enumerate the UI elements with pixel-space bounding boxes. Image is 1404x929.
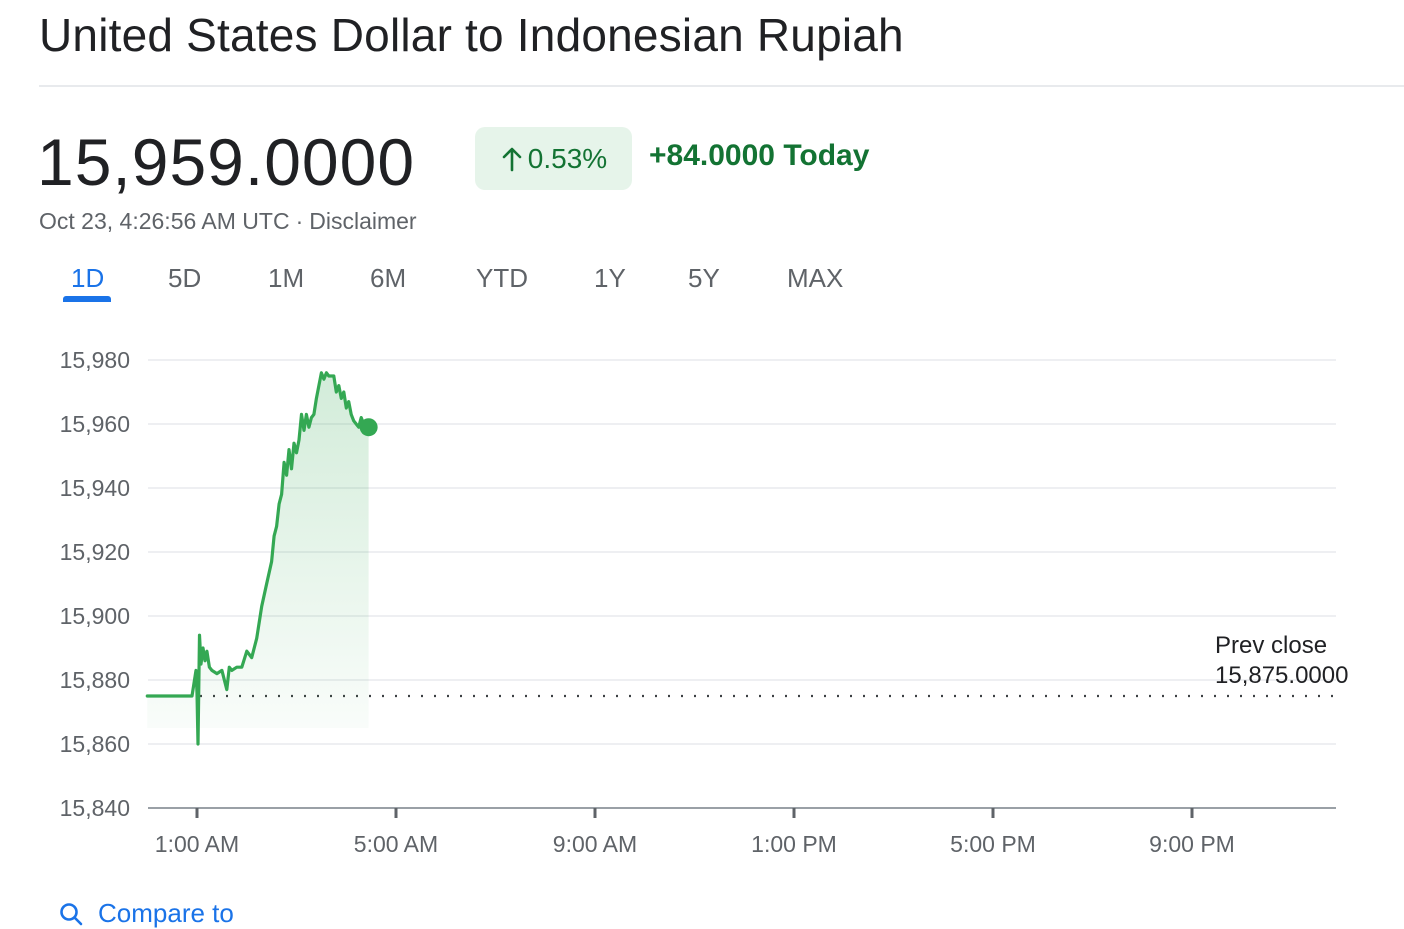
y-tick-label: 15,960 <box>60 411 130 437</box>
compare-button[interactable]: Compare to <box>58 898 234 929</box>
x-tick-label: 5:00 AM <box>354 831 438 857</box>
x-tick-label: 1:00 AM <box>155 831 239 857</box>
price-chart[interactable]: 15,980 15,960 15,940 15,920 15,900 15,880 15,8… <box>0 330 1404 870</box>
prev-close-label: Prev close <box>1215 632 1327 659</box>
x-tick-label: 9:00 PM <box>1149 831 1235 857</box>
timestamp: Oct 23, 4:26:56 AM UTC <box>39 208 290 234</box>
search-icon <box>58 901 84 927</box>
tab-6m[interactable]: 6M <box>370 263 407 293</box>
current-price: 15,959.0000 <box>37 125 416 199</box>
tab-ytd[interactable]: YTD <box>476 263 528 293</box>
tab-5y[interactable]: 5Y <box>688 263 720 293</box>
change-today: +84.0000 Today <box>649 139 869 173</box>
series-line <box>145 371 371 746</box>
y-tick-label: 15,920 <box>60 539 130 565</box>
active-tab-indicator <box>63 296 111 302</box>
y-tick-label: 15,980 <box>60 347 130 373</box>
y-tick-label: 15,840 <box>60 795 130 821</box>
change-abs: +84.0000 <box>649 139 775 172</box>
y-tick-label: 15,880 <box>60 667 130 693</box>
series-area <box>147 372 369 744</box>
meta-separator: · <box>295 208 304 234</box>
timestamp-line: Oct 23, 4:26:56 AM UTC · Disclaimer <box>39 208 417 235</box>
change-suffix: Today <box>783 139 870 172</box>
change-percent-badge: 0.53% <box>475 127 632 190</box>
arrow-up-icon <box>500 144 524 174</box>
x-tick-label: 1:00 PM <box>751 831 837 857</box>
tab-1m[interactable]: 1M <box>268 263 305 293</box>
current-point <box>359 418 378 437</box>
change-percent: 0.53% <box>527 142 608 174</box>
y-tick-label: 15,860 <box>60 731 130 757</box>
tab-5d[interactable]: 5D <box>168 263 202 293</box>
disclaimer-link[interactable]: Disclaimer <box>309 208 417 234</box>
page-title: United States Dollar to Indonesian Rupia… <box>39 9 904 61</box>
tab-1y[interactable]: 1Y <box>594 263 626 293</box>
header-divider <box>39 85 1404 87</box>
y-tick-label: 15,900 <box>60 603 130 629</box>
x-tick-label: 5:00 PM <box>950 831 1036 857</box>
tab-1d[interactable]: 1D <box>71 263 105 293</box>
prev-close-value: 15,875.0000 <box>1215 662 1348 689</box>
y-tick-label: 15,940 <box>60 475 130 501</box>
x-tick-label: 9:00 AM <box>553 831 637 857</box>
range-tabs: 1D 5D 1M 6M YTD 1Y 5Y MAX <box>0 255 900 305</box>
compare-label: Compare to <box>98 898 234 928</box>
tab-max[interactable]: MAX <box>787 263 844 293</box>
